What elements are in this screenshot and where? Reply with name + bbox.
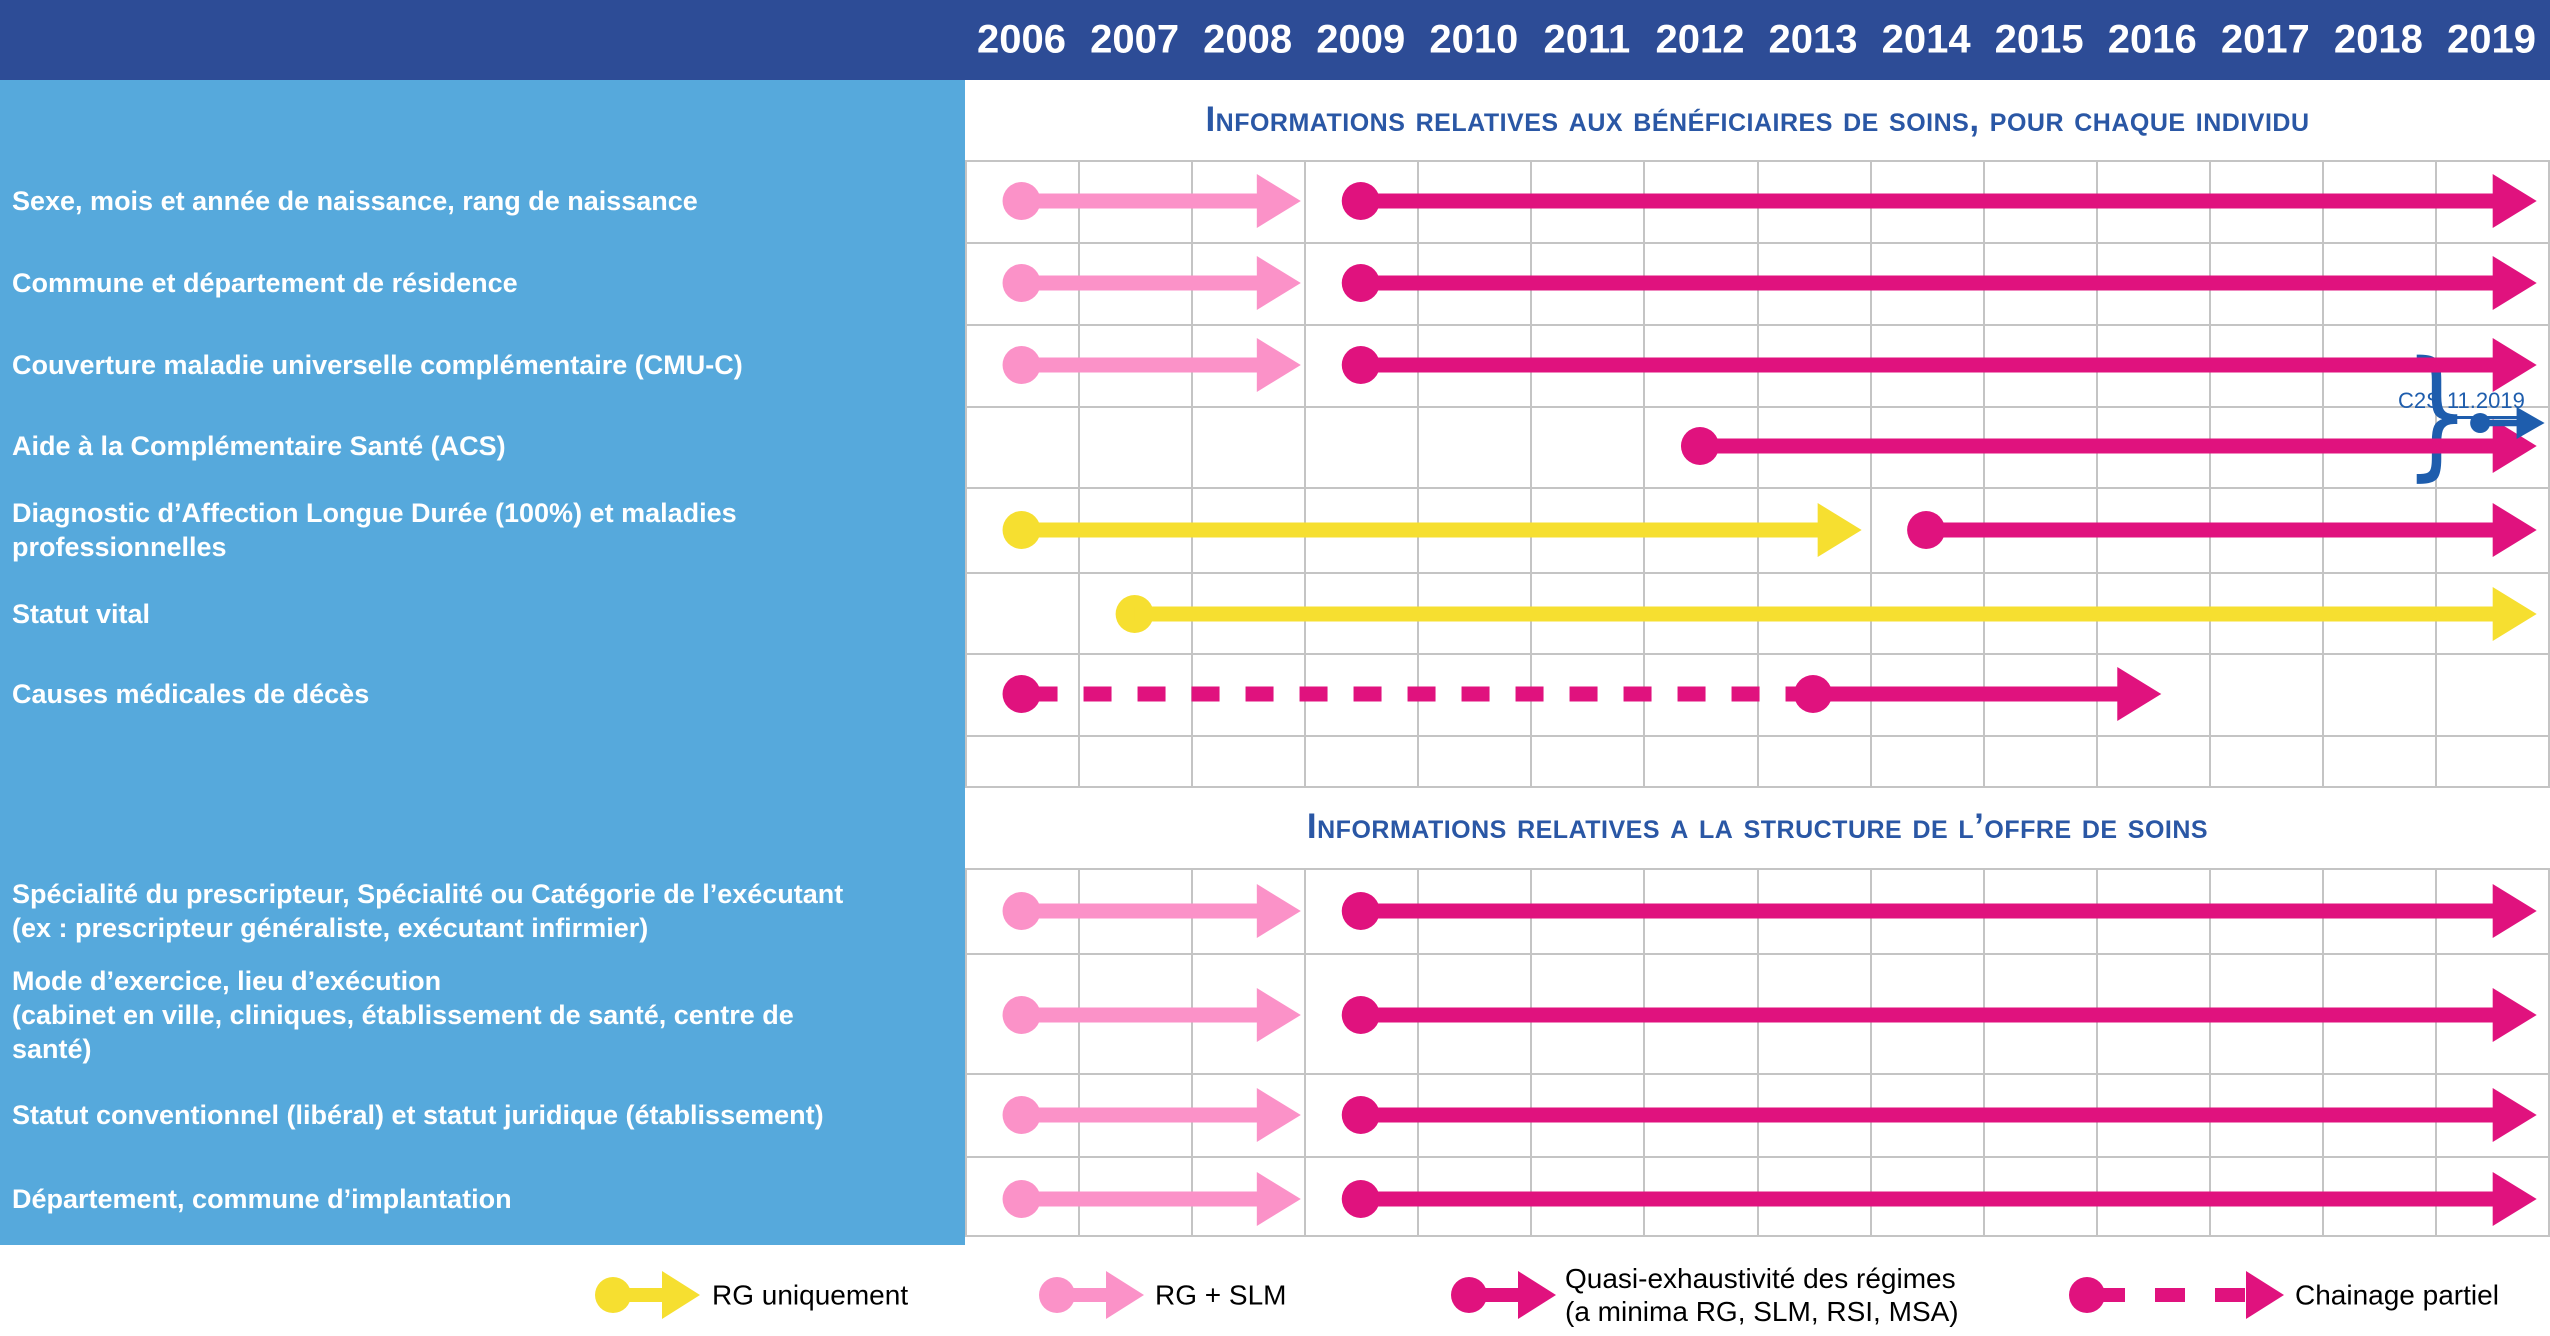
year-header-bar: 2006 2007 2008 2009 2010 2011 2012 2013 2014 2015… bbox=[0, 0, 2550, 80]
timeline-arrow bbox=[1002, 256, 1301, 310]
grid-vline bbox=[1530, 160, 1533, 786]
row-label: Couverture maladie universelle complémen… bbox=[12, 350, 743, 380]
year-label-2007: 2007 bbox=[1090, 17, 1180, 62]
grid-vline bbox=[965, 868, 967, 1235]
year-label-2016: 2016 bbox=[2107, 17, 2197, 62]
grid-vline bbox=[1304, 160, 1307, 786]
legend-label: Chainage partiel bbox=[2295, 1279, 2499, 1311]
legend-label: RG + SLM bbox=[1155, 1279, 1287, 1311]
year-label-2008: 2008 bbox=[1203, 17, 1293, 62]
row-label: Causes médicales de décès bbox=[12, 679, 370, 709]
grid-vline bbox=[1304, 868, 1307, 1235]
grid-vline bbox=[1191, 868, 1194, 1235]
row-label: Commune et département de résidence bbox=[12, 268, 518, 298]
timeline-arrow bbox=[1341, 1172, 2537, 1226]
year-label-2006: 2006 bbox=[977, 17, 1067, 62]
timeline-arrow bbox=[1680, 419, 2537, 473]
year-label-2019: 2019 bbox=[2446, 17, 2536, 62]
c2s-annotation-label: C2S 11.2019 bbox=[2398, 388, 2525, 413]
timeline-arrow bbox=[1341, 256, 2537, 310]
grid-vline bbox=[1078, 160, 1081, 786]
grid-vline bbox=[1869, 868, 1872, 1235]
legend-pink-arrow bbox=[1039, 1271, 1144, 1319]
timeline-arrow bbox=[1115, 587, 2537, 641]
section2-title: Informations relatives a la structure de… bbox=[1306, 807, 2209, 846]
grid-vline bbox=[2548, 160, 2550, 786]
legend-magenta-arrow bbox=[1451, 1271, 1556, 1319]
year-label-2011: 2011 bbox=[1543, 17, 1631, 62]
timeline-arrow bbox=[1002, 503, 1862, 557]
row-label: Mode d’exercice, lieu d’exécution (cabine… bbox=[12, 966, 794, 1064]
grid-vline bbox=[2321, 160, 2324, 786]
year-label-2015: 2015 bbox=[1994, 17, 2084, 62]
year-label-2012: 2012 bbox=[1655, 17, 1745, 62]
grid-vline bbox=[1643, 868, 1646, 1235]
timeline-arrow bbox=[1907, 503, 2537, 557]
year-label-2014: 2014 bbox=[1881, 17, 1971, 62]
timeline-arrow bbox=[1341, 174, 2537, 228]
year-label-2018: 2018 bbox=[2333, 17, 2423, 62]
grid-vline bbox=[965, 160, 967, 786]
timeline-arrow bbox=[1002, 884, 1301, 938]
row-label: Diagnostic d’Affection Longue Durée (100… bbox=[12, 498, 737, 562]
grid-vline bbox=[1869, 160, 1872, 786]
legend-label: RG uniquement bbox=[712, 1279, 909, 1311]
grid-vline bbox=[2548, 868, 2550, 1235]
timeline-arrow bbox=[1341, 884, 2537, 938]
c2s-annotation-arrow bbox=[2470, 407, 2545, 439]
timeline-arrow bbox=[1002, 1088, 1301, 1142]
timeline-arrow bbox=[1002, 1172, 1301, 1226]
grid-vline bbox=[2095, 160, 2098, 786]
grid-vline bbox=[2434, 160, 2437, 786]
legend-label: Quasi-exhaustivité des régimes (a minima … bbox=[1565, 1263, 1959, 1327]
grid-vline bbox=[1643, 160, 1646, 786]
grid-vline bbox=[1417, 868, 1420, 1235]
section1-title: Informations relatives aux bénéficiaires… bbox=[1205, 100, 2310, 139]
grid-vline bbox=[1191, 160, 1194, 786]
timeline-arrow bbox=[1002, 338, 1301, 392]
timeline-arrow bbox=[1341, 1088, 2537, 1142]
row-label: Département, commune d’implantation bbox=[12, 1184, 512, 1214]
grid-hline bbox=[965, 786, 2550, 788]
grid-vline bbox=[1417, 160, 1420, 786]
row-label: Statut conventionnel (libéral) et statut… bbox=[12, 1100, 824, 1130]
grid-vline bbox=[2434, 868, 2437, 1235]
grid-hline bbox=[965, 1235, 2550, 1237]
grid-vline bbox=[1982, 160, 1985, 786]
timeline-arrow bbox=[1341, 988, 2537, 1042]
year-label-2009: 2009 bbox=[1316, 17, 1406, 62]
year-label-2017: 2017 bbox=[2220, 17, 2310, 62]
timeline-arrow bbox=[1002, 174, 1301, 228]
grid-vline bbox=[1756, 868, 1759, 1235]
legend-yellow-arrow bbox=[595, 1271, 700, 1319]
row-label: Aide à la Complémentaire Santé (ACS) bbox=[12, 431, 506, 461]
timeline-arrow bbox=[1341, 338, 2537, 392]
timeline-arrow bbox=[1794, 667, 2162, 721]
row-label: Spécialité du prescripteur, Spécialité o… bbox=[12, 879, 844, 943]
year-label-2010: 2010 bbox=[1429, 17, 1519, 62]
timeline-arrow bbox=[1002, 988, 1301, 1042]
grid-vline bbox=[2208, 160, 2211, 786]
grid-vline bbox=[1982, 868, 1985, 1235]
grid-vline bbox=[2321, 868, 2324, 1235]
year-label-2013: 2013 bbox=[1768, 17, 1858, 62]
timeline-arrow-dashed bbox=[1002, 675, 1814, 713]
grid-vline bbox=[2208, 868, 2211, 1235]
legend-magenta-arrow bbox=[2069, 1271, 2284, 1319]
row-label: Statut vital bbox=[12, 599, 151, 629]
grid-vline bbox=[1756, 160, 1759, 786]
grid-vline bbox=[1078, 868, 1081, 1235]
row-label-sidebar: Sexe, mois et année de naissance, rang d… bbox=[0, 80, 965, 1245]
row-label: Sexe, mois et année de naissance, rang d… bbox=[12, 186, 698, 216]
grid-vline bbox=[1530, 868, 1533, 1235]
grid-vline bbox=[2095, 868, 2098, 1235]
